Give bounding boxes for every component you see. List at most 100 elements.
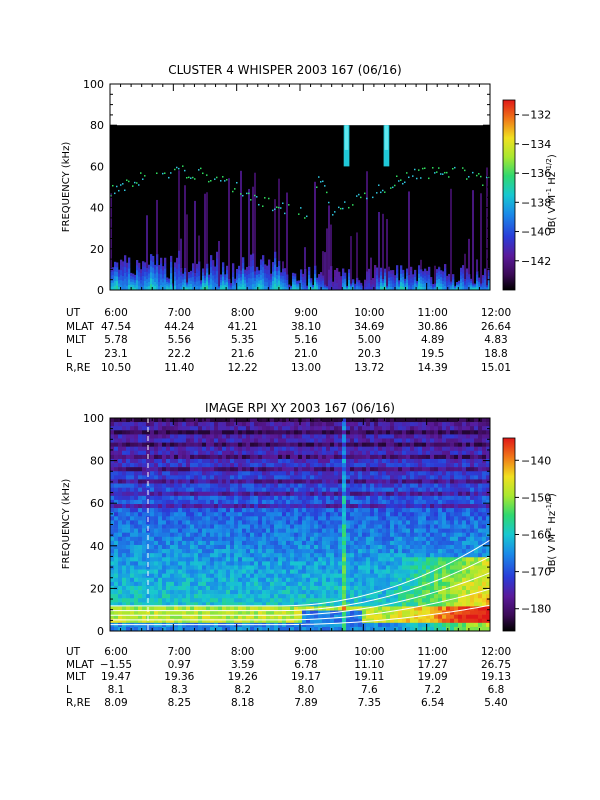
spectrogram-cell <box>430 281 433 284</box>
spectrogram-cell <box>278 467 283 472</box>
spectrogram-cell <box>234 446 239 452</box>
spectrogram-cell <box>294 557 299 562</box>
spectrogram-cell <box>254 549 259 554</box>
spectrogram-cell <box>456 284 459 287</box>
spectrogram-cell <box>314 475 319 480</box>
spectrogram-cell <box>302 467 307 472</box>
spectrogram-cell <box>262 565 267 570</box>
spectrogram-cell <box>428 278 431 283</box>
spectrogram-cell <box>222 487 227 493</box>
spectrogram-cell <box>234 569 239 574</box>
spectrogram-cell <box>334 561 339 566</box>
spectrogram-cell <box>234 458 239 464</box>
spectrogram-cell <box>464 282 467 285</box>
spectrogram-cell <box>198 590 203 595</box>
spectrogram-cell <box>222 454 227 460</box>
spectrogram-cell <box>118 540 123 546</box>
spectrogram-cell <box>266 471 271 476</box>
spectrogram-cell <box>302 463 307 468</box>
spectrogram-cell <box>122 618 127 624</box>
spectrogram-cell <box>270 442 275 447</box>
spectrogram-cell <box>158 614 163 620</box>
spectrogram-cell <box>218 516 223 521</box>
spectrogram-cell <box>152 261 155 268</box>
spectrogram-cell <box>162 549 167 554</box>
spectrogram-cell <box>298 536 303 542</box>
spectrogram-cell <box>214 516 219 521</box>
spectrogram-cell <box>150 479 155 484</box>
spectrogram-cell <box>254 487 259 493</box>
spectrogram-cell <box>354 622 359 628</box>
spectrogram-cell <box>326 285 329 287</box>
spectrogram-cell <box>186 610 191 615</box>
spectrogram-cell <box>114 561 119 566</box>
spectrogram-cell <box>248 269 251 275</box>
spectrogram-cell <box>202 618 207 624</box>
spectrogram-cell <box>110 463 115 468</box>
spectrogram-cell <box>186 606 191 611</box>
spectrogram-cell <box>370 499 375 505</box>
spectrogram-cell <box>138 262 141 268</box>
spectrogram-cell <box>174 495 179 501</box>
spectrogram-cell <box>114 434 119 439</box>
spectrogram-cell <box>262 602 267 607</box>
spectrogram-cell <box>232 285 235 291</box>
spectrogram-streak <box>480 193 482 284</box>
spectrogram-cell <box>178 499 183 505</box>
spectrogram-cell <box>166 454 171 460</box>
spectrogram-cell <box>174 516 179 521</box>
spectrogram-cell <box>452 276 455 280</box>
spectrogram-cell <box>126 585 131 591</box>
spectrogram-cell <box>332 287 335 289</box>
spectrogram-cell <box>134 277 137 281</box>
spectrogram-point <box>304 217 306 219</box>
spectrogram-cell <box>262 255 265 262</box>
spectrogram-cell <box>266 536 271 542</box>
spectrogram-cell <box>250 508 255 513</box>
spectrogram-cell <box>206 577 211 583</box>
spectrogram-cell <box>458 283 461 286</box>
spectrogram-cell <box>234 549 239 554</box>
spectrogram-cell <box>178 475 183 480</box>
spectrogram-cell <box>358 622 363 628</box>
spectrogram-cell <box>412 279 415 283</box>
spectrogram-cell <box>310 573 315 579</box>
spectrogram-cell <box>174 491 179 497</box>
spectrogram-cell <box>462 281 465 287</box>
spectrogram-cell <box>210 524 215 529</box>
spectrogram-cell <box>144 280 147 286</box>
spectrogram-cell <box>198 275 201 281</box>
spectrogram-cell <box>206 561 211 566</box>
spectrogram-cell <box>208 287 211 291</box>
spectrogram-cell <box>242 618 247 624</box>
spectrogram-cell <box>254 618 259 624</box>
spectrogram-cell <box>190 581 195 587</box>
spectrogram-cell <box>170 426 175 431</box>
spectrogram-cell <box>366 598 371 603</box>
spectrogram-cell <box>354 626 359 632</box>
spectrogram-cell <box>194 467 199 472</box>
spectrogram-cell <box>444 277 447 282</box>
spectrogram-cell <box>194 610 199 615</box>
spectrogram-cell <box>182 577 187 583</box>
spectrogram-point <box>414 168 416 171</box>
spectrogram-cell <box>186 442 191 447</box>
spectrogram-cell <box>416 281 419 283</box>
spectrogram-cell <box>138 442 143 447</box>
spectrogram-cell <box>222 606 227 611</box>
spectrogram-cell <box>298 467 303 472</box>
spectrogram-cell <box>302 573 307 579</box>
spectrogram-cell <box>194 598 199 603</box>
spectrogram-cell <box>206 285 209 291</box>
spectrogram-cell <box>446 280 449 284</box>
spectrogram-cell <box>326 426 331 431</box>
spectrogram-cell <box>310 446 315 452</box>
spectrogram-cell <box>294 626 299 632</box>
spectrogram-cell <box>266 606 271 611</box>
spectrogram-cell <box>334 553 339 558</box>
spectrogram-cell <box>376 271 379 276</box>
spectrogram-cell <box>370 553 375 558</box>
spectrogram-cell <box>114 610 119 615</box>
spectrogram-cell <box>286 524 291 529</box>
spectrogram-cell <box>250 561 255 566</box>
